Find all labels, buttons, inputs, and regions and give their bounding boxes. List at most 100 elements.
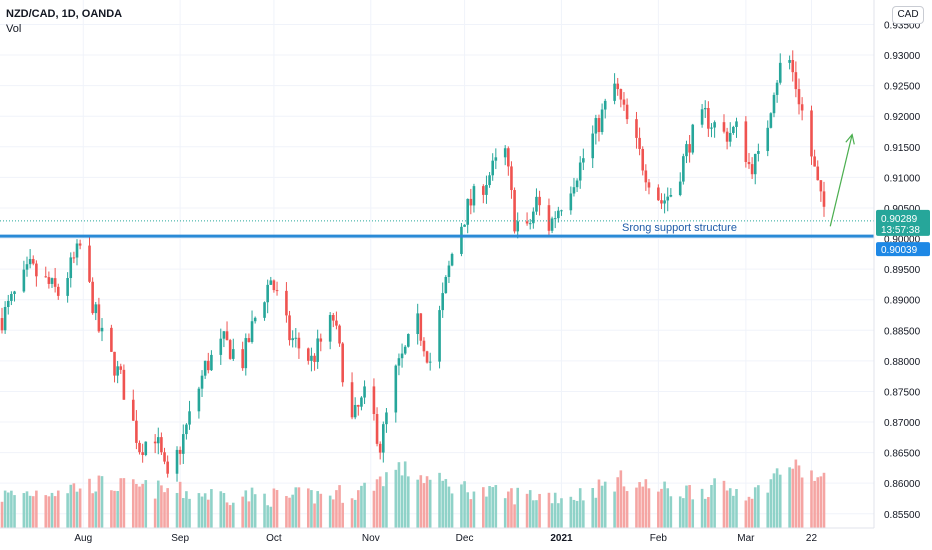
- volume-bar: [491, 487, 494, 528]
- volume-bar: [494, 485, 498, 528]
- candle-body: [175, 449, 179, 474]
- candle-body: [682, 156, 685, 182]
- volume-bar: [56, 490, 60, 528]
- candle-body: [707, 108, 710, 129]
- volume-bar: [553, 492, 557, 528]
- candle-body: [122, 369, 126, 400]
- volume-bar: [72, 483, 76, 528]
- price-tick-label: 0.91000: [884, 173, 921, 184]
- candle-body: [744, 121, 748, 162]
- candle-body: [685, 144, 688, 157]
- volume-bar: [22, 493, 26, 528]
- candle-body: [357, 404, 360, 407]
- volume-bar: [619, 470, 623, 528]
- volume-bar: [241, 496, 244, 528]
- last-price-value: 0.90289: [881, 214, 918, 225]
- candle-body: [560, 210, 563, 212]
- candle-body: [582, 158, 585, 163]
- volume-bar: [625, 491, 629, 528]
- volume-bar: [722, 480, 726, 528]
- volume-bar: [247, 501, 251, 528]
- volume-bar: [728, 488, 732, 528]
- candle-body: [203, 360, 207, 376]
- price-tick-label: 0.88000: [884, 357, 921, 368]
- candle-body: [503, 148, 507, 158]
- volume-bar: [403, 461, 407, 528]
- volume-bar: [360, 485, 363, 528]
- volume-bar: [778, 474, 782, 528]
- volume-bar: [407, 476, 410, 528]
- candle-body: [594, 118, 598, 134]
- candle-body: [513, 190, 516, 232]
- candle-body: [466, 198, 469, 225]
- volume-bar: [450, 493, 454, 528]
- candle-body: [638, 137, 641, 149]
- candle-body: [703, 108, 707, 110]
- candle-body: [813, 156, 816, 167]
- candle-body: [660, 200, 663, 204]
- volume-bar: [713, 478, 716, 528]
- candle-body: [275, 290, 279, 292]
- candle-body: [725, 131, 729, 142]
- volume-bar: [638, 482, 641, 528]
- volume-bar: [244, 490, 248, 528]
- candle-body: [250, 321, 254, 342]
- volume-bar: [444, 479, 448, 528]
- chart-legend: NZD/CAD, 1D, OANDA Vol: [6, 7, 122, 37]
- currency-badge[interactable]: CAD: [892, 6, 924, 24]
- price-tick-label: 0.92500: [884, 82, 921, 93]
- candle-body: [625, 104, 629, 120]
- volume-bar: [313, 503, 316, 528]
- projection-arrowhead: [845, 133, 855, 145]
- candle-body: [13, 291, 16, 294]
- candle-body: [600, 109, 604, 133]
- volume-bar: [228, 505, 232, 528]
- candle-body: [56, 286, 60, 296]
- volume-bar: [91, 493, 94, 528]
- volume-bar: [647, 488, 651, 528]
- candle-body: [22, 269, 26, 292]
- candle-body: [328, 315, 332, 342]
- candle-body: [769, 113, 773, 128]
- candle-body: [535, 196, 538, 212]
- candle-body: [735, 121, 738, 127]
- candle-body: [438, 310, 441, 362]
- volume-bar: [582, 500, 585, 528]
- price-axis[interactable]: 0.93500 0.93000 0.92500 0.92000 0.91500 0.910…: [873, 0, 932, 550]
- candle-body: [144, 441, 148, 455]
- candle-body: [635, 119, 638, 138]
- candle-body: [403, 346, 407, 354]
- volume-bars: [0, 459, 826, 528]
- candle-body: [569, 193, 573, 211]
- candle-body: [206, 360, 210, 371]
- candle-body: [482, 186, 485, 195]
- volume-bar: [28, 495, 32, 528]
- support-price-tag: [876, 242, 930, 257]
- candle-body: [166, 461, 169, 474]
- volume-bar: [138, 486, 141, 528]
- candle-body: [350, 382, 354, 418]
- candle-body: [397, 358, 401, 366]
- candle-body: [141, 452, 144, 455]
- volume-bar: [88, 478, 91, 528]
- support-annotation: Srong support structure: [622, 222, 737, 234]
- candle-body: [525, 221, 529, 224]
- candle-body: [50, 278, 54, 284]
- candle-body: [294, 337, 298, 339]
- time-tick-label: Sep: [171, 533, 189, 544]
- candle-body: [319, 338, 323, 342]
- volume-bar: [560, 498, 563, 528]
- volume-bar: [160, 485, 163, 528]
- candle-body: [822, 191, 826, 207]
- volume-bar: [100, 476, 104, 528]
- candle-body: [794, 72, 798, 90]
- volume-bar: [353, 499, 357, 528]
- price-tick-label: 0.86500: [884, 449, 921, 460]
- time-axis[interactable]: Aug Sep Oct Nov Dec 2021 Feb Mar 22: [0, 527, 874, 544]
- volume-bar: [3, 490, 7, 528]
- volume-bar: [594, 497, 598, 528]
- volume-bar: [382, 486, 385, 528]
- candle-body: [153, 441, 157, 444]
- volume-bar: [572, 499, 576, 528]
